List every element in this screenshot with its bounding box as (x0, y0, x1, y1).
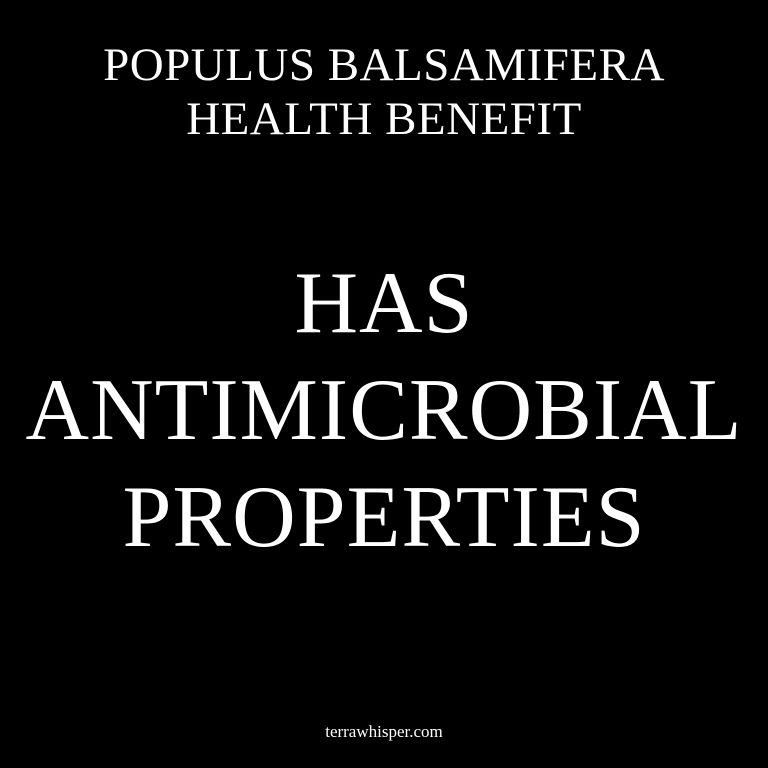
plant-name: POPULUS BALSAMIFERA (103, 39, 665, 91)
headline-line-2: ANTIMICROBIAL (25, 362, 743, 459)
headline-line-3: PROPERTIES (122, 469, 646, 566)
headline-line-1: HAS (294, 255, 474, 352)
card-header: POPULUS BALSAMIFERA HEALTH BENEFIT (0, 38, 768, 146)
card-subtitle: HEALTH BENEFIT (186, 93, 582, 145)
benefit-headline: HAS ANTIMICROBIAL PROPERTIES (0, 250, 768, 571)
site-credit: terrawhisper.com (325, 722, 443, 741)
